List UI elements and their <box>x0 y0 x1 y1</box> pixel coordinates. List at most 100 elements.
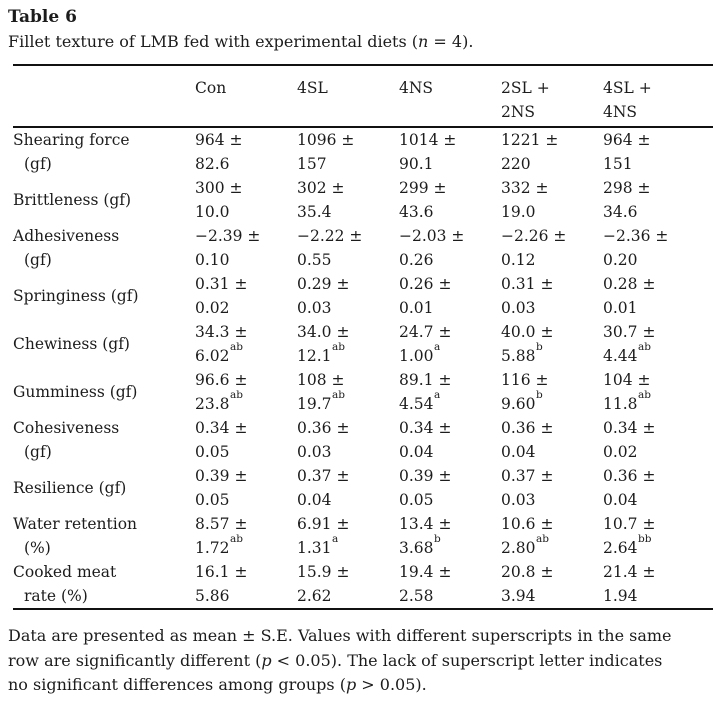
text-segment: > 0.05). <box>356 675 427 694</box>
column-header-line: 4SL <box>297 79 328 97</box>
cell-se: 43.6 <box>399 203 434 221</box>
table-cell: 6.91 ±1.31a <box>297 512 399 560</box>
cell-mean: 21.4 ± <box>603 563 656 581</box>
cell-se: 0.04 <box>603 491 638 509</box>
cell-mean: 108 ± <box>297 371 345 389</box>
text-segment: no significant differences among groups … <box>8 675 346 694</box>
text-segment: row are significantly different ( <box>8 650 262 670</box>
table-cell: 108 ±19.7ab <box>297 368 399 416</box>
italic-variable: p <box>261 650 272 670</box>
cell-superscript: ab <box>230 532 243 545</box>
table-header: Con 4SL 4NS 2SL + 2NS 4SL + 4NS <box>13 65 713 128</box>
row-label: Resilience (gf) <box>13 464 195 512</box>
cell-mean: 6.91 ± <box>297 515 350 533</box>
cell-se: 11.8ab <box>603 388 651 413</box>
table-cell: 0.39 ± 0.05 <box>399 464 501 512</box>
row-label-line: rate (%) <box>24 587 88 605</box>
table-cell: 8.57 ±1.72ab <box>195 512 297 560</box>
cell-mean: 0.37 ± <box>297 467 350 485</box>
table-footnote: Data are presented as mean ± S.E. Values… <box>8 624 716 698</box>
cell-se: 23.8ab <box>195 388 243 413</box>
row-label: Chewiness (gf) <box>13 320 195 368</box>
column-header-line: 2NS <box>501 103 536 121</box>
cell-mean: 0.36 ± <box>603 467 656 485</box>
cell-mean: 302 ± <box>297 179 345 197</box>
cell-superscript: a <box>434 340 441 353</box>
cell-mean: 116 ± <box>501 371 549 389</box>
row-label-line: Springiness (gf) <box>13 287 139 305</box>
row-label: Springiness (gf) <box>13 272 195 320</box>
row-label-line: Resilience (gf) <box>13 479 127 497</box>
footnote-line: no significant differences among groups … <box>8 673 716 698</box>
cell-se: 4.54a <box>399 388 441 413</box>
column-header-4ns: 4NS <box>399 65 501 128</box>
cell-mean: 0.34 ± <box>399 419 452 437</box>
column-header-4sl4ns: 4SL + 4NS <box>603 65 713 128</box>
table-row: Cooked meat rate (%) 16.1 ±5.86 15.9 ±2.62 1… <box>13 560 713 609</box>
table-cell: 300 ± 10.0 <box>195 176 297 224</box>
cell-mean: −2.39 ± <box>195 227 261 245</box>
column-header-con: Con <box>195 65 297 128</box>
cell-superscript: ab <box>638 340 651 353</box>
row-label: Water retention (%) <box>13 512 195 560</box>
cell-se: 1.31a <box>297 532 339 557</box>
cell-se: 1.72ab <box>195 532 243 557</box>
table-cell: 89.1 ±4.54a <box>399 368 501 416</box>
table-row: Shearing force (gf) 964 ± 82.6 1096 ± 157 1014… <box>13 127 713 176</box>
table-cell: 1014 ± 90.1 <box>399 127 501 176</box>
cell-se: 2.62 <box>297 587 332 605</box>
cell-se: 0.05 <box>195 443 230 461</box>
column-header-line: 4NS <box>603 103 638 121</box>
cell-se: 0.12 <box>501 251 536 269</box>
cell-superscript: ab <box>332 340 345 353</box>
cell-se: 6.02ab <box>195 340 243 365</box>
cell-se: 151 <box>603 155 633 173</box>
cell-se: 0.04 <box>399 443 434 461</box>
table-cell: 15.9 ± 2.62 <box>297 560 399 609</box>
cell-se: 0.01 <box>399 299 434 317</box>
cell-se: 0.03 <box>501 299 536 317</box>
italic-variable: n <box>418 32 429 51</box>
row-label-line: (gf) <box>24 251 52 269</box>
table-row: Cohesiveness (gf) 0.34 ±0.05 0.36 ±0.03 0.34… <box>13 416 713 464</box>
table-cell: 1221 ± 220 <box>501 127 603 176</box>
cell-mean: 298 ± <box>603 179 651 197</box>
text-segment: = 4). <box>428 32 474 51</box>
table-cell: 0.37 ± 0.03 <box>501 464 603 512</box>
header-row: Con 4SL 4NS 2SL + 2NS 4SL + 4NS <box>13 65 713 128</box>
cell-mean: −2.22 ± <box>297 227 363 245</box>
cell-se: 9.60b <box>501 388 543 413</box>
table-cell: −2.36 ± 0.20 <box>603 224 713 272</box>
cell-se: 19.0 <box>501 203 536 221</box>
table-cell: 104 ±11.8ab <box>603 368 713 416</box>
row-label-line: Shearing force <box>13 131 130 149</box>
text-segment: Fillet texture of LMB fed with experimen… <box>8 32 419 51</box>
cell-superscript: a <box>434 388 441 401</box>
row-label: Cohesiveness (gf) <box>13 416 195 464</box>
cell-mean: 0.28 ± <box>603 275 656 293</box>
cell-se: 220 <box>501 155 531 173</box>
table-cell: 0.31 ± 0.02 <box>195 272 297 320</box>
column-header-line: 4SL + <box>603 79 652 97</box>
cell-mean: 34.0 ± <box>297 323 350 341</box>
row-label-line: Cohesiveness <box>13 419 120 437</box>
table-cell: 0.28 ± 0.01 <box>603 272 713 320</box>
cell-mean: 8.57 ± <box>195 515 248 533</box>
row-label: Gumminess (gf) <box>13 368 195 416</box>
table-cell: 13.4 ±3.68b <box>399 512 501 560</box>
table-cell: 298 ± 34.6 <box>603 176 713 224</box>
table-cell: 0.34 ± 0.05 <box>195 416 297 464</box>
cell-se: 0.02 <box>195 299 230 317</box>
cell-se: 34.6 <box>603 203 638 221</box>
cell-mean: 96.6 ± <box>195 371 248 389</box>
cell-mean: 24.7 ± <box>399 323 452 341</box>
cell-mean: 16.1 ± <box>195 563 248 581</box>
table-cell: 299 ± 43.6 <box>399 176 501 224</box>
cell-mean: 40.0 ± <box>501 323 554 341</box>
table-caption: Fillet texture of LMB fed with experimen… <box>8 30 716 54</box>
cell-mean: −2.03 ± <box>399 227 465 245</box>
table-cell: 19.4 ± 2.58 <box>399 560 501 609</box>
cell-se: 82.6 <box>195 155 230 173</box>
text-segment: Data are presented as mean ± S.E. Values… <box>8 626 672 645</box>
cell-mean: 0.39 ± <box>399 467 452 485</box>
